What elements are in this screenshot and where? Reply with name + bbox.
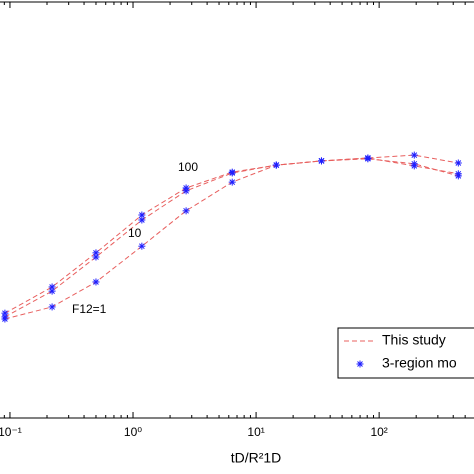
marker bbox=[364, 154, 372, 162]
marker bbox=[48, 283, 56, 291]
x-tick-label: 10⁻¹ bbox=[0, 425, 22, 439]
marker bbox=[228, 169, 236, 177]
marker bbox=[138, 242, 146, 250]
legend-box bbox=[337, 327, 474, 379]
x-axis-label: tD/R²1D bbox=[231, 450, 282, 466]
annotation: 100 bbox=[178, 160, 198, 174]
marker bbox=[92, 278, 100, 286]
marker bbox=[138, 216, 146, 224]
series-line bbox=[4, 158, 459, 318]
marker bbox=[410, 151, 418, 159]
marker bbox=[1, 315, 9, 323]
marker bbox=[182, 187, 190, 195]
marker bbox=[182, 207, 190, 215]
x-tick-label: 10⁰ bbox=[124, 425, 142, 439]
annotation: 10 bbox=[128, 226, 142, 240]
x-tick-label: 10² bbox=[370, 425, 387, 439]
legend-label: This study bbox=[382, 332, 446, 348]
legend-label: 3-region mo bbox=[382, 355, 457, 371]
marker bbox=[454, 172, 462, 180]
legend-marker bbox=[356, 360, 364, 368]
marker bbox=[48, 287, 56, 295]
marker bbox=[410, 160, 418, 168]
marker bbox=[272, 161, 280, 169]
marker bbox=[48, 303, 56, 311]
series-line bbox=[4, 157, 459, 314]
marker bbox=[454, 159, 462, 167]
marker bbox=[228, 178, 236, 186]
annotation: F12=1 bbox=[72, 302, 107, 316]
marker bbox=[317, 157, 325, 165]
x-tick-label: 10¹ bbox=[247, 425, 264, 439]
marker bbox=[92, 253, 100, 261]
